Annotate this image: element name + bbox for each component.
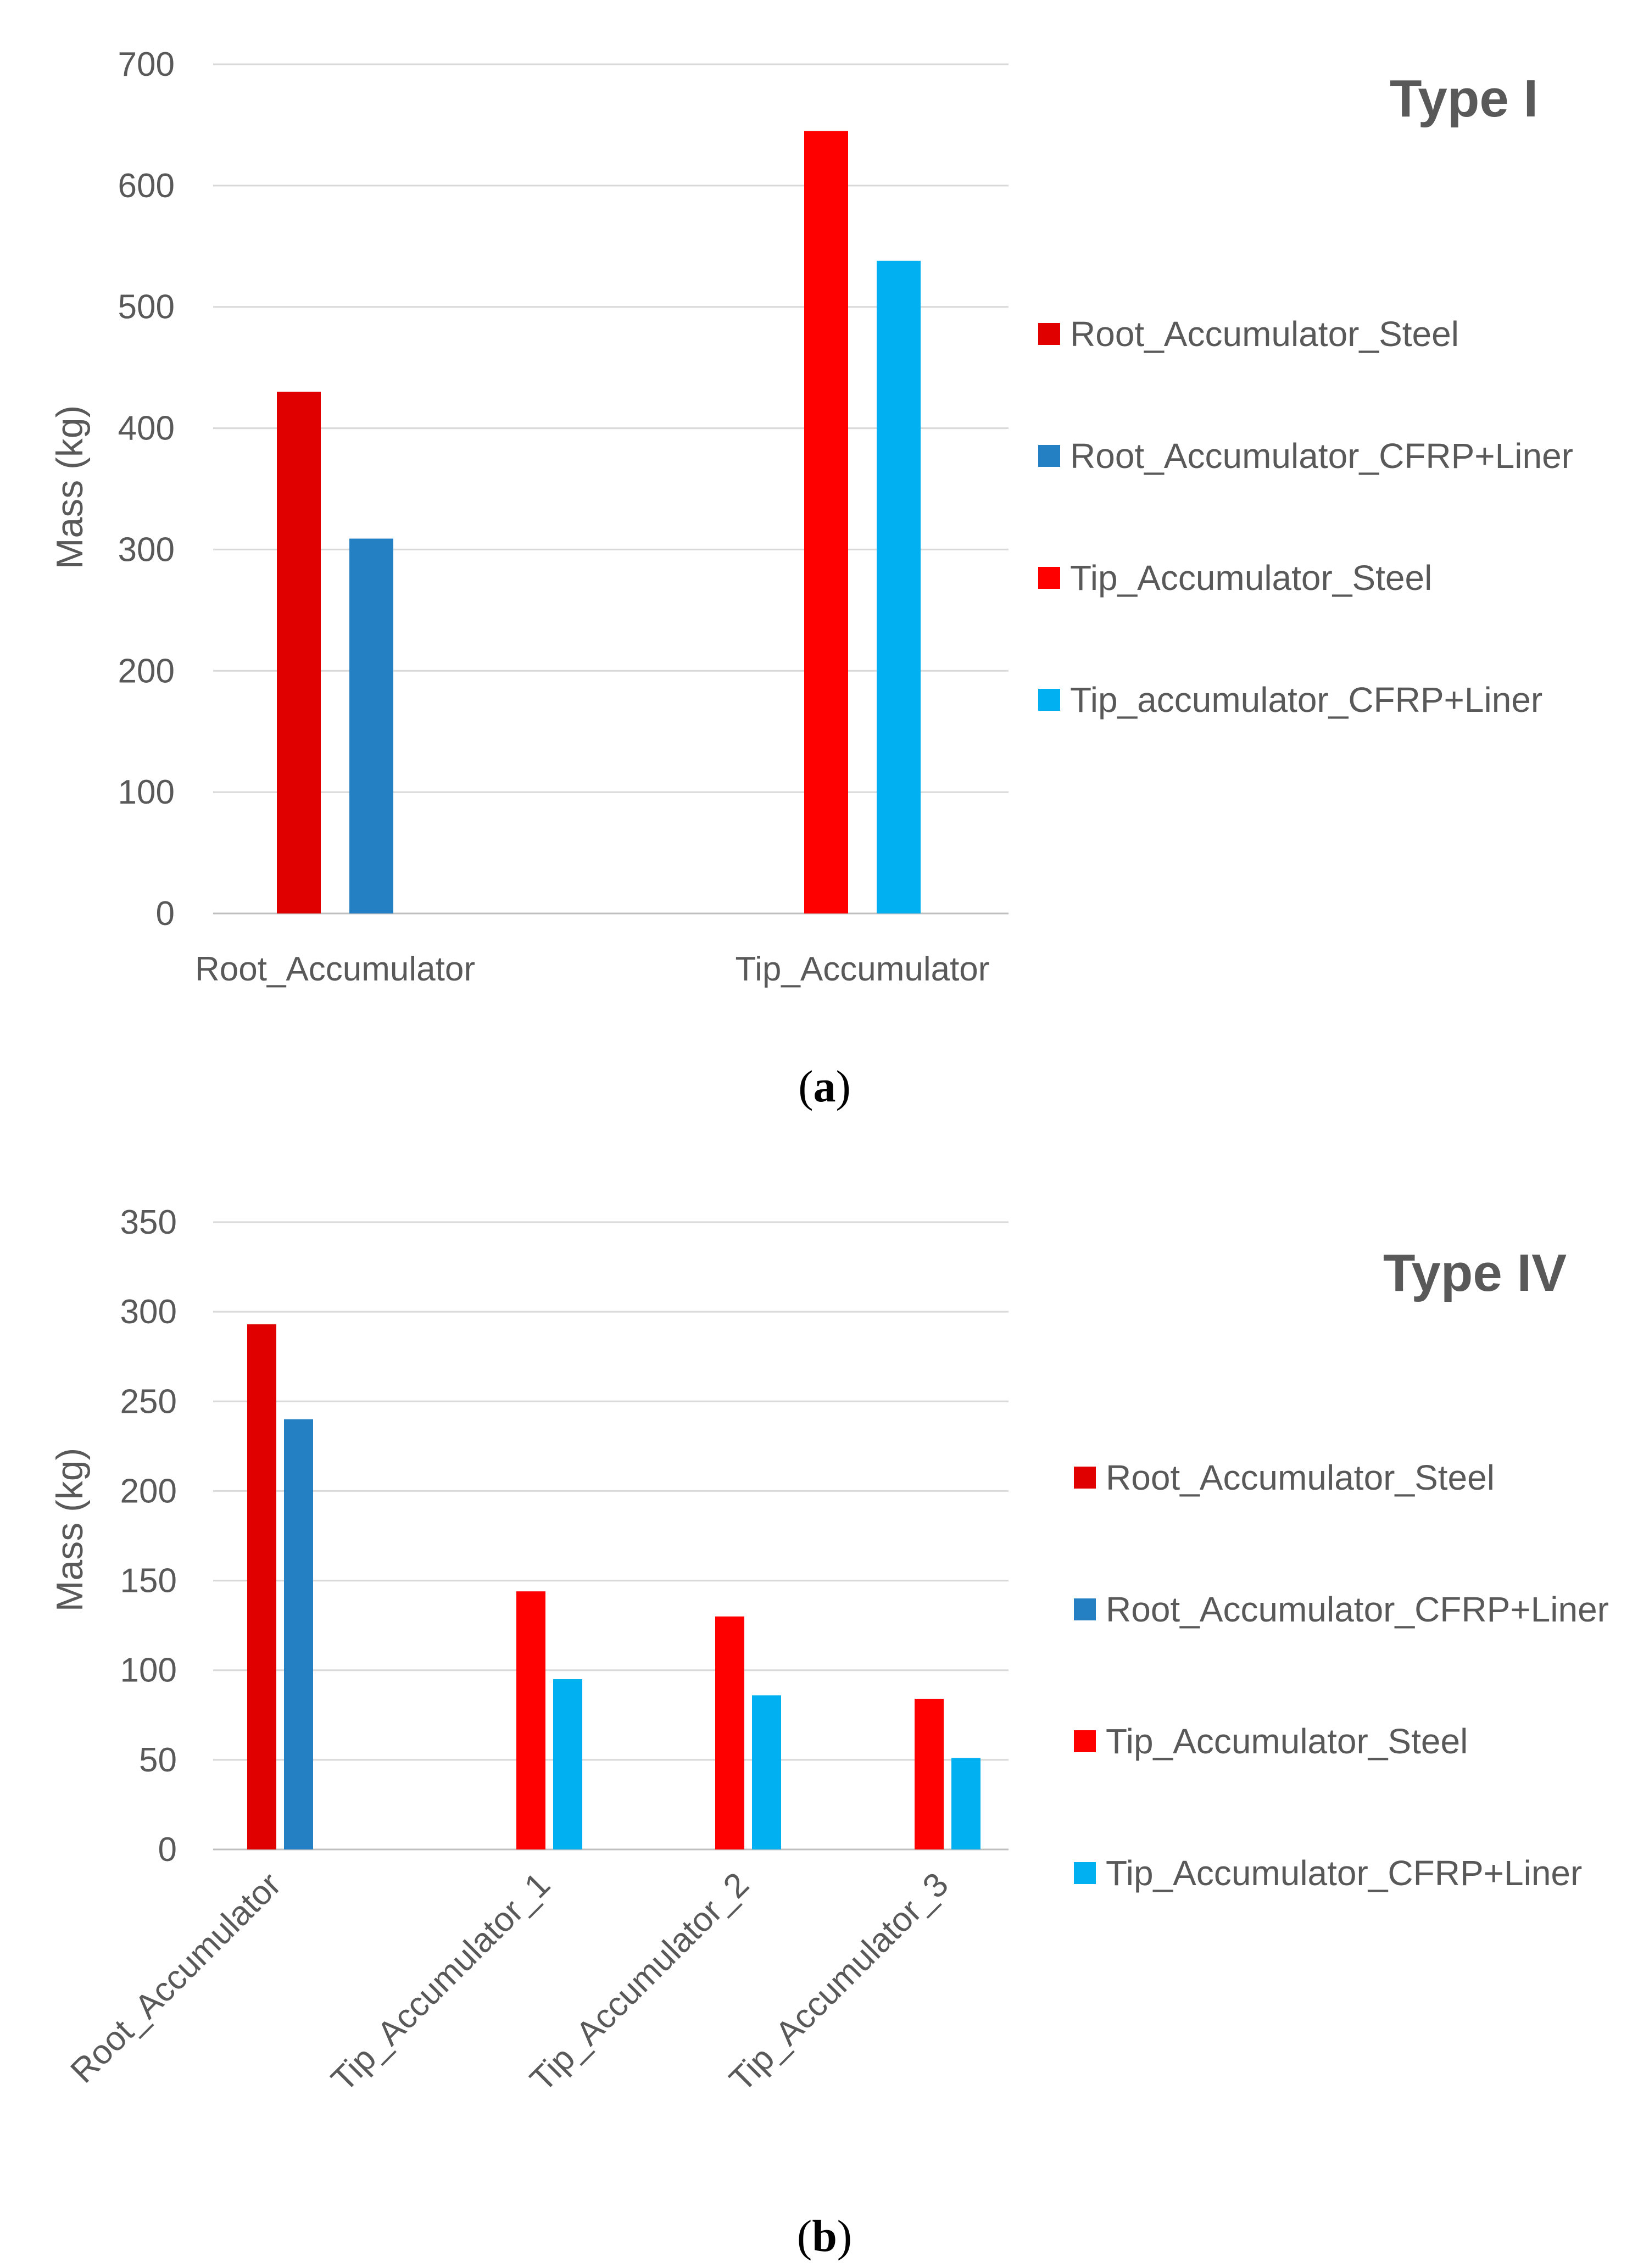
x-tick-label-2: Tip_Accumulator_2: [523, 1865, 756, 2099]
bar-root-accumulator-series-0: [247, 1324, 276, 1849]
bar-root-accumulator-series-1: [349, 538, 393, 913]
legend-swatch-3: [1074, 1862, 1096, 1884]
legend-swatch-0: [1038, 323, 1060, 345]
chart-a-y-axis-title: Mass (kg): [49, 405, 91, 569]
bar-tip-accumulator-2-series-2: [715, 1616, 744, 1849]
y-tick-label-0: 0: [158, 1831, 177, 1869]
chart-b-y-axis-title: Mass (kg): [49, 1448, 91, 1612]
x-tick-label-3: Tip_Accumulator_3: [722, 1865, 956, 2099]
bar-tip-accumulator-series-2: [804, 131, 848, 913]
legend-swatch-1: [1074, 1598, 1096, 1620]
chart-b-title: Type IV: [1383, 1244, 1567, 1302]
legend-swatch-1: [1038, 445, 1060, 467]
chart-a-title: Type I: [1390, 69, 1538, 128]
chart-a-y-ticks: 0 100 200 300 400 500 600 700: [118, 46, 175, 933]
y-tick-label-300: 300: [120, 1293, 177, 1331]
legend-label-2: Tip_Accumulator_Steel: [1106, 1721, 1468, 1761]
legend-label-3: Tip_accumulator_CFRP+Liner: [1070, 680, 1542, 720]
y-tick-label-700: 700: [118, 46, 175, 83]
y-tick-label-150: 150: [120, 1562, 177, 1600]
y-tick-label-250: 250: [120, 1383, 177, 1420]
bar-root-accumulator-series-1: [284, 1419, 313, 1849]
y-tick-label-350: 350: [120, 1203, 177, 1241]
legend-label-0: Root_Accumulator_Steel: [1070, 314, 1459, 354]
bar-tip-accumulator-series-3: [877, 260, 921, 913]
chart-b-x-ticks: Root_Accumulator Tip_Accumulator_1Tip_Acc…: [63, 1865, 955, 2099]
legend-label-0: Root_Accumulator_Steel: [1106, 1458, 1495, 1497]
legend-swatch-0: [1074, 1467, 1096, 1489]
bar-tip-accumulator-3-series-3: [951, 1758, 981, 1849]
y-tick-label-400: 400: [118, 410, 175, 448]
legend-swatch-2: [1074, 1730, 1096, 1752]
y-tick-label-0: 0: [156, 895, 175, 933]
y-tick-label-50: 50: [139, 1741, 177, 1779]
x-tick-label-1: Tip_Accumulator: [736, 950, 990, 988]
legend-label-3: Tip_Accumulator_CFRP+Liner: [1106, 1853, 1582, 1893]
bar-root-accumulator-series-0: [277, 392, 321, 913]
y-tick-label-300: 300: [118, 531, 175, 569]
legend-label-1: Root_Accumulator_CFRP+Liner: [1070, 436, 1573, 476]
bar-tip-accumulator-1-series-3: [553, 1679, 582, 1849]
panel-label-a: (a): [798, 1061, 851, 1111]
x-tick-label-0: Root_Accumulator: [63, 1865, 288, 2090]
chart-a-x-ticks: Root_Accumulator Tip_Accumulator: [195, 950, 989, 988]
y-tick-label-200: 200: [120, 1472, 177, 1510]
legend-swatch-3: [1038, 689, 1060, 711]
y-tick-label-500: 500: [118, 288, 175, 326]
y-tick-label-100: 100: [120, 1652, 177, 1690]
legend-swatch-2: [1038, 567, 1060, 589]
chart-a-bars: [277, 131, 921, 913]
y-tick-label-600: 600: [118, 167, 175, 205]
legend-label-1: Root_Accumulator_CFRP+Liner: [1106, 1590, 1609, 1629]
bar-tip-accumulator-1-series-2: [516, 1591, 545, 1849]
y-tick-label-100: 100: [118, 773, 175, 811]
chart-b-legend: Root_Accumulator_Steel Root_Accumulator_C…: [1074, 1458, 1609, 1893]
panel-label-b: (b): [797, 2211, 852, 2261]
legend-label-2: Tip_Accumulator_Steel: [1070, 558, 1432, 598]
chart-b-bars: [247, 1324, 981, 1849]
chart-b-gridlines: [213, 1221, 1009, 1851]
bar-tip-accumulator-3-series-2: [915, 1698, 944, 1849]
bar-tip-accumulator-2-series-3: [752, 1695, 781, 1849]
y-tick-label-200: 200: [118, 652, 175, 690]
x-tick-label-0: Root_Accumulator: [195, 950, 475, 988]
chart-a-legend: Root_Accumulator_Steel Root_Accumulator_C…: [1038, 314, 1573, 720]
chart-b-y-ticks: 0 50 100 150 200 250 300 350: [120, 1203, 177, 1869]
x-tick-label-1: Tip_Accumulator_1: [324, 1865, 558, 2099]
chart-type-i: 0 100 200 300 400 500 600 700 Root_Accumulator T…: [49, 46, 1573, 988]
chart-a-gridlines: [213, 63, 1009, 915]
